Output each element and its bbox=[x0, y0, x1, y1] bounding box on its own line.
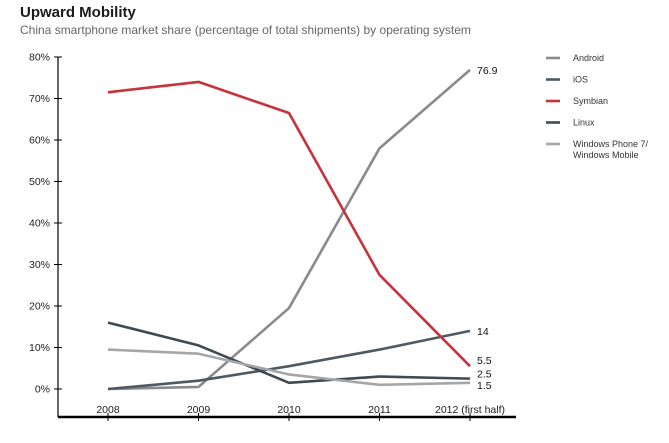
x-tick-label: 2011 bbox=[368, 404, 391, 416]
series-line-linux bbox=[107, 321, 471, 385]
x-tick-label: 2012 (first half) bbox=[435, 404, 505, 416]
series-line-symbian bbox=[107, 80, 471, 368]
x-tick-label: 2010 bbox=[277, 404, 301, 416]
x-tick-label: 2009 bbox=[187, 404, 211, 416]
y-tick-label: 40% bbox=[29, 218, 50, 230]
series-line-windows-phone-7-windows-mobile bbox=[107, 348, 471, 387]
chart-end-labels: 76.9 14 5.5 2.51.5 bbox=[477, 65, 498, 392]
end-label-ios: 14 bbox=[477, 326, 489, 338]
series-line-android bbox=[107, 68, 471, 391]
legend-label-linux: Linux bbox=[573, 118, 595, 128]
chart-axes: 0% 10% 20% 30% 40% 50% 60% 70% 80% 2008 2009 2010 20… bbox=[29, 52, 516, 421]
legend-label-android: Android bbox=[573, 53, 604, 63]
series-line-ios bbox=[107, 329, 471, 391]
chart-subtitle: China smartphone market share (percentag… bbox=[20, 23, 471, 37]
legend-label-symbian: Symbian bbox=[573, 96, 608, 106]
end-label-linux: 2.5 bbox=[477, 369, 492, 381]
legend-label-ios: iOS bbox=[573, 75, 588, 85]
chart-lines bbox=[107, 68, 471, 391]
y-tick-label: 0% bbox=[35, 384, 50, 396]
end-label-android: 76.9 bbox=[477, 65, 498, 77]
y-tick-label: 60% bbox=[29, 135, 50, 147]
y-tick-label: 80% bbox=[29, 52, 50, 64]
y-tick-label: 10% bbox=[29, 342, 50, 354]
y-tick-label: 20% bbox=[29, 301, 50, 313]
legend-label-windows-phone-7-windows-mobile: Windows Phone 7/Windows Mobile bbox=[573, 139, 649, 160]
end-label-windows-phone-7-windows-mobile: 1.5 bbox=[477, 380, 492, 392]
end-label-symbian: 5.5 bbox=[477, 355, 492, 367]
chart-legend: Android iOS Symbian Linux Windows Phone 7/Wi… bbox=[546, 53, 649, 160]
chart-title: Upward Mobility bbox=[20, 4, 136, 21]
x-tick-label: 2008 bbox=[96, 404, 120, 416]
y-tick-label: 50% bbox=[29, 176, 50, 188]
y-tick-label: 70% bbox=[29, 93, 50, 105]
y-tick-label: 30% bbox=[29, 259, 50, 271]
